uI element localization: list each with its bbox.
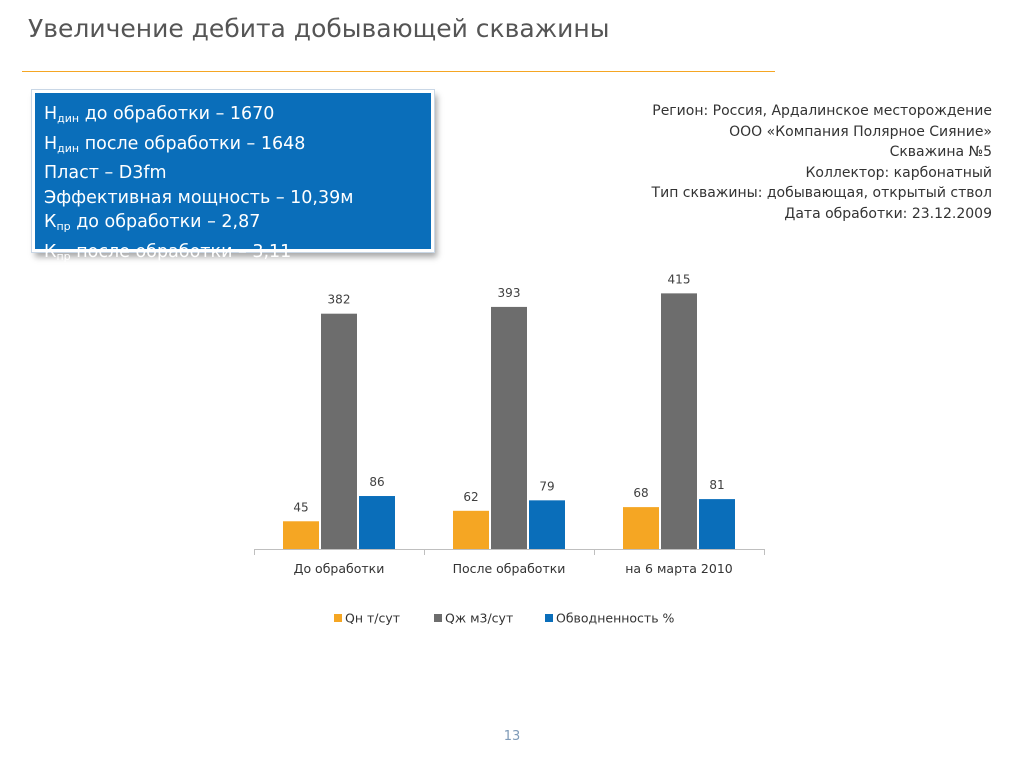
data-label: 81: [709, 478, 724, 492]
bar: [283, 521, 319, 549]
data-label: 382: [328, 293, 351, 307]
category-label: на 6 марта 2010: [625, 561, 733, 576]
bar: [623, 507, 659, 549]
data-label: 415: [668, 272, 691, 286]
legend-swatch: [334, 614, 342, 622]
info-line-hdyn-before: Ндин до обработки – 1670: [44, 104, 275, 125]
meta-well-type: Тип скважины: добывающая, открытый ствол: [651, 185, 992, 201]
page-number: 13: [503, 729, 521, 744]
data-label: 86: [369, 475, 384, 489]
meta-reservoir: Коллектор: карбонатный: [805, 164, 992, 181]
bar: [661, 293, 697, 549]
slide-title: Увеличение дебита добывающей скважины: [28, 14, 610, 43]
info-line-hdyn-after: Ндин после обработки – 1648: [44, 133, 306, 155]
bar: [321, 313, 357, 549]
legend-label: Qн т/сут: [345, 611, 400, 626]
info-line-formation: Пласт – D3fm: [44, 163, 167, 183]
info-line-kpr-after: Кпр после обработки – 3,11: [44, 241, 292, 263]
legend-swatch: [434, 614, 442, 622]
category-label: До обработки: [294, 561, 385, 576]
bar: [491, 306, 527, 549]
meta-well-number: Скважина №5: [889, 144, 992, 160]
data-label: 79: [539, 479, 554, 493]
bar: [453, 510, 489, 549]
legend-label: Обводненность %: [556, 611, 675, 626]
category-label: После обработки: [453, 561, 566, 576]
legend-label: Qж м3/сут: [445, 611, 513, 626]
meta-treatment-date: Дата обработки: 23.12.2009: [784, 205, 992, 222]
data-label: 45: [293, 500, 308, 514]
info-line-effective-thickness: Эффективная мощность – 10,39м: [44, 187, 354, 208]
meta-region: Регион: Россия, Ардалинское месторождени…: [652, 103, 992, 119]
info-line-kpr-before: Кпр до обработки – 2,87: [44, 212, 261, 233]
data-label: 68: [633, 486, 648, 500]
well-meta-info: Регион: Россия, Ардалинское месторождени…: [652, 101, 992, 224]
title-divider: [22, 71, 775, 72]
data-label: 62: [463, 490, 478, 504]
well-parameters-box: Ндин до обработки – 1670 Ндин после обра…: [32, 90, 434, 263]
meta-company: ООО «Компания Полярное Сияние»: [729, 123, 992, 140]
bar: [359, 496, 395, 549]
legend-swatch: [545, 614, 553, 622]
bar: [529, 500, 565, 549]
bar: [699, 499, 735, 549]
data-label: 393: [498, 286, 521, 300]
